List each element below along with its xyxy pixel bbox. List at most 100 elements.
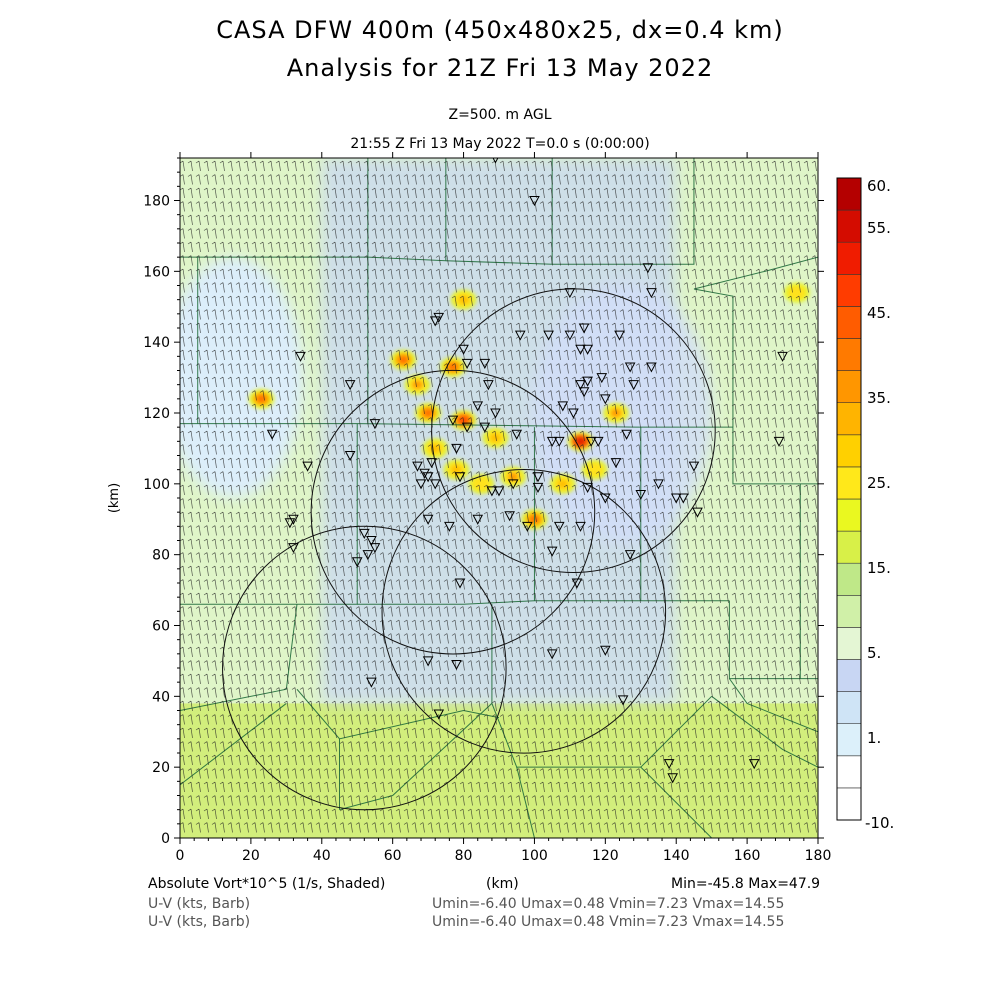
station-marker (624, 362, 636, 373)
station-marker (628, 380, 640, 391)
boundary-line (516, 767, 535, 838)
station-marker (617, 695, 629, 706)
colorbar-swatch (836, 466, 862, 500)
colorbar-label: 45. (867, 304, 891, 322)
boundary-line (180, 423, 733, 428)
station-marker (461, 422, 473, 433)
station-marker (447, 415, 459, 426)
station-marker (429, 316, 441, 327)
station-marker (600, 493, 611, 504)
station-marker (564, 288, 576, 299)
colorbar-label: 1. (867, 729, 881, 747)
station-marker (546, 546, 558, 557)
station-marker (553, 521, 565, 532)
station-marker (582, 482, 593, 493)
axes: 0 20 40 60 80 100 120 140 160 180 0 20 40 60 80 100 120 1… (143, 152, 831, 864)
station-marker (635, 489, 647, 501)
station-marker (369, 419, 381, 430)
station-marker (677, 493, 689, 504)
colorbar-frame (836, 177, 862, 821)
station-marker (433, 709, 445, 720)
station-marker (422, 656, 434, 667)
station-marker (472, 401, 484, 412)
station-marker (351, 557, 363, 568)
station-marker (773, 436, 785, 447)
barb-label-1: U-V (kts, Barb) (148, 896, 251, 912)
y-tick-label: 140 (143, 335, 170, 351)
station-marker (546, 649, 558, 660)
colorbar-swatch (836, 402, 862, 436)
wind-barbs (180, 160, 817, 833)
station-marker (543, 330, 554, 341)
colorbar-swatch (836, 177, 862, 211)
station-marker (553, 436, 565, 447)
colorbar-label: 15. (867, 559, 891, 577)
y-tick-label: 160 (143, 264, 170, 280)
x-tick-label: 160 (734, 848, 761, 864)
station-marker (600, 645, 611, 656)
station-marker (564, 330, 576, 341)
station-marker (426, 458, 437, 469)
colorbar-label: 35. (867, 389, 891, 407)
station-marker (585, 436, 597, 447)
colorbar-swatch (836, 370, 862, 404)
station-marker (422, 472, 434, 483)
station-marker (610, 458, 622, 469)
radar-range-rings (222, 288, 716, 811)
station-marker (646, 362, 657, 373)
station-marker (582, 376, 593, 387)
colorbar-label: 60. (867, 177, 891, 195)
station-marker (507, 479, 519, 490)
station-marker (546, 436, 558, 447)
station-marker (592, 436, 604, 447)
station-marker (451, 659, 462, 671)
colorbar-swatch (836, 273, 862, 307)
colorbar-label: -10. (865, 814, 894, 832)
station-marker (529, 196, 540, 207)
station-marker (483, 380, 494, 391)
background-region-0 (180, 703, 818, 838)
vorticity-cell (567, 431, 594, 452)
station-marker (688, 461, 700, 472)
station-marker (358, 528, 370, 539)
min-max-label: Min=-45.8 Max=47.9 (671, 876, 821, 892)
station-marker (266, 429, 278, 440)
station-marker (624, 550, 636, 561)
vorticity-cell (549, 473, 576, 494)
station-marker (646, 288, 657, 299)
y-tick-label: 60 (152, 619, 170, 635)
station-marker (433, 312, 445, 323)
y-axis-label: (km) (107, 483, 122, 513)
x-tick-label: 0 (176, 848, 185, 864)
station-marker (575, 521, 586, 532)
station-markers (266, 158, 788, 784)
station-marker (295, 351, 306, 362)
station-marker (369, 543, 381, 554)
radar-range-ring (381, 469, 667, 754)
radar-range-ring (310, 369, 596, 655)
boundary-line (552, 158, 695, 265)
colorbar-swatch (836, 434, 862, 468)
station-marker (362, 550, 374, 561)
station-marker (366, 677, 377, 688)
station-marker (557, 401, 569, 412)
station-marker (578, 387, 590, 398)
vorticity-cell (602, 403, 629, 423)
station-marker (670, 493, 682, 504)
colorbar: 60. 55. 45. 35. 25. 15. 5. 1. -10. (836, 177, 894, 832)
station-marker (511, 429, 523, 440)
colorbar-swatch (836, 594, 862, 628)
vorticity-cell (404, 374, 431, 395)
station-marker (461, 358, 473, 369)
station-marker (344, 380, 356, 391)
station-marker (575, 344, 586, 355)
station-marker (571, 578, 583, 589)
station-marker (532, 472, 544, 483)
colorbar-swatch (836, 562, 862, 596)
y-tick-label: 0 (161, 831, 170, 847)
colorbar-swatch (836, 530, 862, 564)
colorbar-swatch (836, 498, 862, 532)
colorbar-label: 55. (867, 219, 891, 237)
colorbar-label: 25. (867, 474, 891, 492)
